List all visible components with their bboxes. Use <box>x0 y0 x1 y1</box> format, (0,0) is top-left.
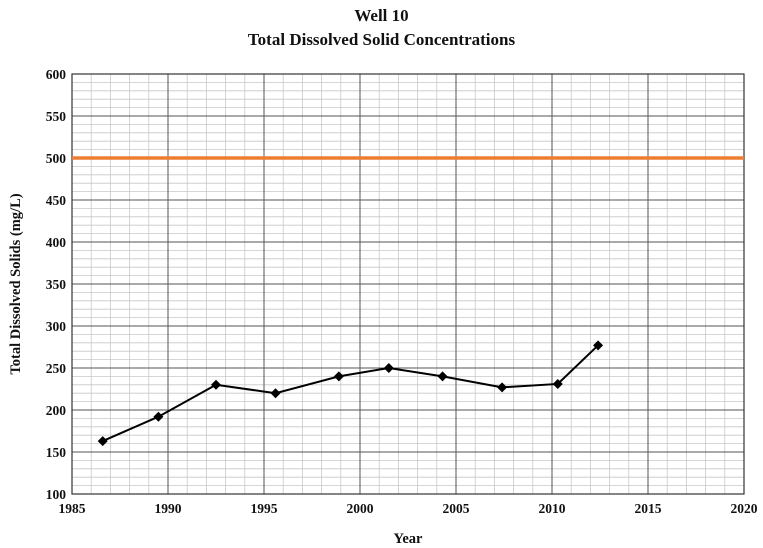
major-gridlines <box>71 73 745 495</box>
x-tick-label: 2015 <box>635 501 662 516</box>
y-tick-label: 200 <box>46 403 67 418</box>
data-point-marker <box>383 363 394 373</box>
y-tick-label: 450 <box>46 193 67 208</box>
x-axis-title: Year <box>394 531 424 547</box>
y-tick-label: 300 <box>46 319 67 334</box>
y-tick-label: 400 <box>46 235 67 250</box>
data-point-marker <box>333 371 344 382</box>
data-point-marker <box>497 382 508 393</box>
x-tick-label: 2005 <box>443 501 470 516</box>
chart-title: Well 10 <box>354 6 409 25</box>
y-tick-label: 100 <box>46 487 67 502</box>
data-point-marker <box>211 379 221 390</box>
y-tick-label: 600 <box>46 67 67 82</box>
x-tick-label: 2010 <box>539 501 566 516</box>
data-point-marker <box>552 378 563 389</box>
y-tick-label: 350 <box>46 277 67 292</box>
y-tick-label: 500 <box>46 151 67 166</box>
data-point-marker <box>437 371 448 382</box>
y-axis-title: Total Dissolved Solids (mg/L) <box>8 193 24 374</box>
x-tick-label: 1990 <box>155 501 182 516</box>
series-line <box>102 344 599 442</box>
x-tick-label: 1985 <box>59 501 86 516</box>
plot-frame <box>71 73 745 495</box>
x-tick-label: 2000 <box>347 501 374 516</box>
data-point-marker <box>97 436 108 447</box>
y-tick-label: 550 <box>46 109 67 124</box>
chart-subtitle: Total Dissolved Solid Concentrations <box>247 30 516 49</box>
data-point-marker <box>593 340 604 351</box>
y-tick-label: 250 <box>46 361 67 376</box>
y-tick-label: 150 <box>46 445 67 460</box>
data-point-marker <box>153 411 164 422</box>
series-layer <box>97 340 604 447</box>
x-tick-label: 1995 <box>251 501 278 516</box>
tick-labels: 1985 1990 1995 2000 2005 2010 2015 2020 100 150 20… <box>46 67 758 516</box>
data-point-marker <box>270 388 281 399</box>
x-tick-label: 2020 <box>731 501 758 516</box>
